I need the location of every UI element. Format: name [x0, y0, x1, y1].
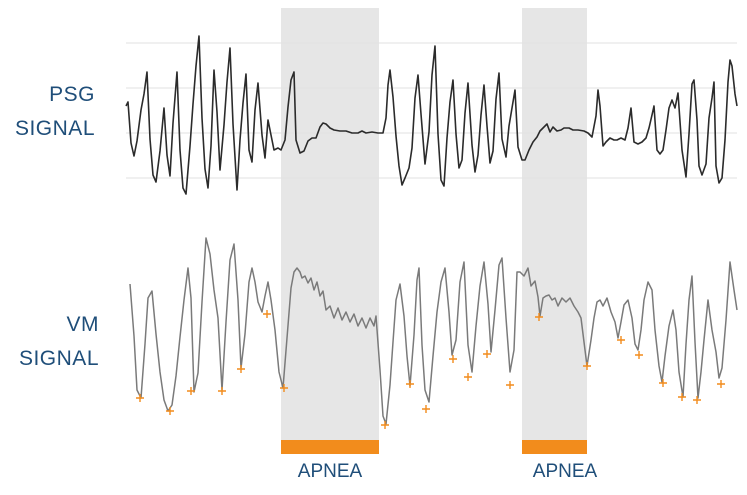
marker [583, 362, 591, 370]
apnea-region-2 [522, 8, 587, 453]
marker [280, 384, 288, 392]
marker [693, 396, 701, 404]
apnea-region-1 [281, 8, 379, 453]
apnea-bar-1 [281, 440, 379, 454]
marker [422, 405, 430, 413]
marker [187, 387, 195, 395]
marker [166, 407, 174, 415]
apnea-label-2: APNEA [532, 461, 598, 482]
marker [464, 373, 472, 381]
marker [717, 380, 725, 388]
vm-signal-trace [129, 237, 738, 425]
marker [659, 379, 667, 387]
psg-label-line1: PSG [49, 83, 95, 106]
marker [218, 387, 226, 395]
marker [635, 351, 643, 359]
psg-gridlines [126, 42, 737, 179]
marker [136, 394, 144, 402]
marker [535, 313, 543, 321]
vm-label-line1: VM [66, 313, 99, 336]
apnea-bar-2 [522, 440, 587, 454]
marker [678, 393, 686, 401]
marker [237, 365, 245, 373]
psg-label-line2: SIGNAL [14, 117, 95, 140]
apnea-label-1: APNEA [297, 461, 363, 482]
vm-label-line2: SIGNAL [18, 347, 99, 370]
vm-peak-markers [136, 310, 725, 429]
psg-signal-label: PSG SIGNAL [15, 78, 95, 146]
marker [483, 350, 491, 358]
marker [506, 381, 514, 389]
marker [381, 421, 389, 429]
marker [263, 310, 271, 318]
marker [617, 336, 625, 344]
psg-signal-trace [125, 35, 738, 195]
vm-signal-label: VM SIGNAL [19, 308, 99, 376]
marker [406, 380, 414, 388]
marker [449, 355, 457, 363]
